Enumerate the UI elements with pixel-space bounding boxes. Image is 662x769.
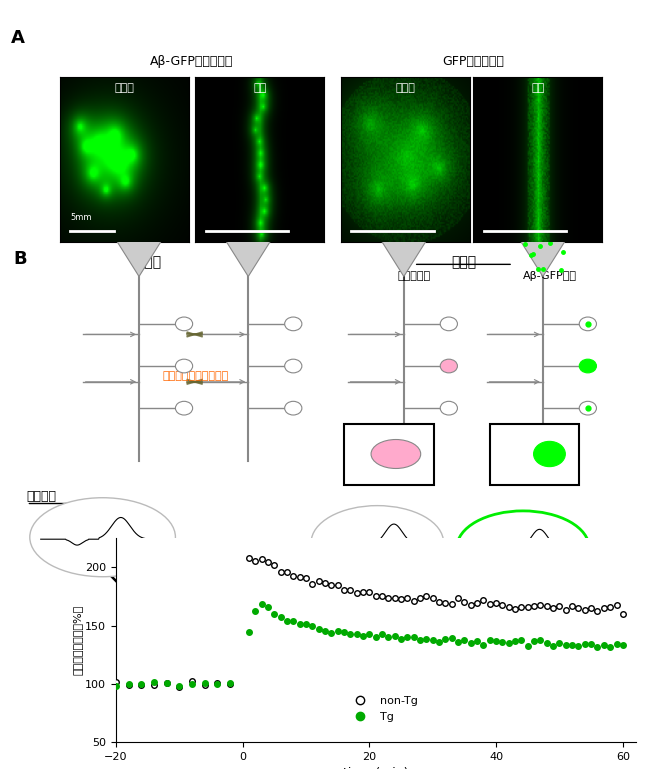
FancyBboxPatch shape: [344, 424, 434, 484]
Text: 刺激前: 刺激前: [136, 255, 162, 269]
Circle shape: [579, 401, 596, 415]
Circle shape: [175, 359, 193, 373]
Text: 何度激强刺激激动后と: 何度激强刺激激动后と: [162, 371, 228, 381]
Circle shape: [285, 317, 302, 331]
Text: Aβ-GFP小鼠: Aβ-GFP小鼠: [522, 271, 577, 281]
Y-axis label: 突触反应变化率（%）: 突触反应变化率（%）: [72, 605, 82, 675]
Text: B: B: [13, 250, 27, 268]
Text: Aβ-GFP转基因小鼠: Aβ-GFP转基因小鼠: [150, 55, 234, 68]
Circle shape: [440, 317, 457, 331]
Ellipse shape: [30, 498, 175, 577]
Circle shape: [440, 401, 457, 415]
Text: 树突: 树突: [531, 84, 545, 94]
Ellipse shape: [311, 506, 444, 579]
Circle shape: [534, 441, 565, 467]
Circle shape: [285, 359, 302, 373]
Text: 细胞体: 细胞体: [395, 84, 416, 94]
Circle shape: [285, 401, 302, 415]
Text: 5mm: 5mm: [70, 213, 91, 222]
Text: GFP转基因小鼠: GFP转基因小鼠: [442, 55, 504, 68]
Circle shape: [440, 359, 457, 373]
Circle shape: [579, 359, 596, 373]
Text: (LTP): (LTP): [444, 595, 477, 608]
Text: 树突: 树突: [253, 84, 267, 94]
Polygon shape: [218, 229, 278, 277]
Ellipse shape: [457, 511, 589, 584]
Text: A: A: [11, 29, 24, 48]
Polygon shape: [109, 229, 169, 277]
Circle shape: [175, 317, 193, 331]
X-axis label: time (min): time (min): [343, 767, 408, 769]
Polygon shape: [374, 229, 434, 277]
Text: 野生型小鼠: 野生型小鼠: [397, 271, 430, 281]
Circle shape: [579, 317, 596, 331]
Legend: non-Tg, Tg: non-Tg, Tg: [344, 692, 422, 727]
Text: 一小时后仍呼现突出增强: 一小时后仍呼现突出增强: [384, 569, 461, 582]
FancyBboxPatch shape: [490, 424, 579, 484]
Text: 细胞体: 细胞体: [114, 84, 134, 94]
Text: 刺激后: 刺激后: [451, 255, 476, 269]
Circle shape: [175, 401, 193, 415]
Text: 突触反应: 突触反应: [26, 490, 56, 503]
Ellipse shape: [371, 440, 421, 468]
Polygon shape: [513, 229, 573, 277]
